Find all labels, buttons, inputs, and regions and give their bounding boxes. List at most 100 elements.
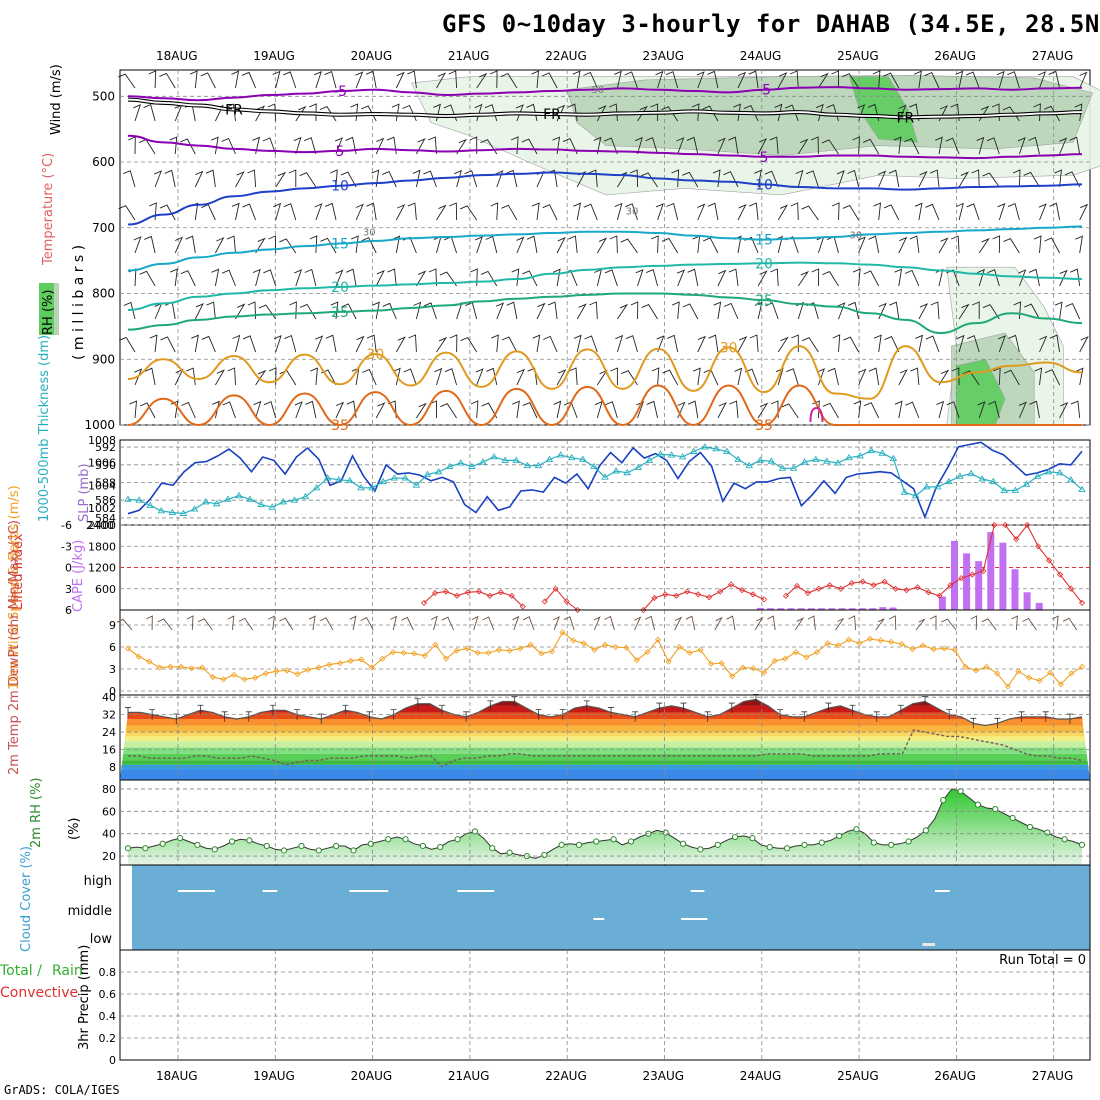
- wind-barb: [407, 70, 417, 89]
- wind-barb: [512, 400, 520, 419]
- li-point: [717, 588, 724, 595]
- rh-point: [471, 828, 479, 835]
- wind-barb: [139, 270, 156, 287]
- cape-bar: [858, 608, 866, 610]
- thickness-point: [146, 501, 154, 508]
- minmax-tick: [728, 702, 735, 714]
- thickness-point: [534, 461, 543, 469]
- wind10m-barb: [319, 617, 334, 631]
- wind-barb: [884, 336, 900, 353]
- contour-label: FR: [896, 110, 914, 126]
- thickness-tick: 592: [95, 441, 116, 454]
- wind-speed-point: [951, 646, 958, 653]
- thickness-point: [889, 454, 898, 462]
- temp-contour--5: [127, 86, 1083, 102]
- li-point: [563, 598, 570, 605]
- wind-barb: [625, 335, 638, 353]
- li-tick: 6: [65, 604, 72, 617]
- wind-speed-point: [983, 663, 990, 670]
- li-point: [464, 589, 471, 596]
- wind-barb: [436, 336, 448, 353]
- wind10m-barb: [835, 618, 844, 631]
- thickness-point: [933, 483, 942, 490]
- wind-speed-point: [400, 649, 407, 656]
- wind-speed-point: [273, 668, 280, 675]
- wind-barb: [572, 70, 581, 89]
- wind-barb: [734, 367, 743, 386]
- wind-barb: [201, 204, 216, 221]
- wind-barb: [945, 137, 960, 155]
- wind10m-barb: [875, 618, 885, 631]
- li-point: [760, 596, 768, 603]
- cloud-high-segment: [690, 890, 705, 892]
- thickness-point: [867, 446, 876, 454]
- thickness-point: [490, 452, 498, 460]
- wind-barb: [878, 302, 887, 320]
- wind-barb: [470, 268, 478, 287]
- wind-barb: [717, 137, 726, 155]
- wind-barb: [293, 136, 302, 155]
- wind-barb: [594, 268, 603, 287]
- minmax-tick: [221, 711, 228, 722]
- wind-barb: [822, 402, 839, 419]
- wind-speed-point: [760, 669, 768, 676]
- date-label-bottom: 19AUG: [253, 1069, 295, 1083]
- contour-label: FR: [543, 107, 561, 123]
- rh-point: [992, 805, 999, 813]
- wind-barb: [434, 367, 443, 386]
- wind-speed-point: [697, 646, 704, 653]
- wind-barb: [205, 169, 216, 188]
- minmax-tick: [197, 704, 204, 716]
- cape-tick: 2400: [88, 519, 116, 532]
- wind-speed-point: [686, 649, 693, 656]
- wind-barb: [552, 136, 561, 155]
- wind-barb: [789, 70, 799, 89]
- wind-barb: [996, 70, 1005, 89]
- li-point: [728, 581, 735, 588]
- cloud-middle-segment: [593, 918, 605, 920]
- rh-point: [679, 840, 687, 847]
- rh-point: [437, 844, 444, 851]
- wind-barb: [650, 103, 659, 121]
- wind-barb: [635, 136, 643, 155]
- wind-barb: [593, 136, 602, 155]
- wind-barb: [144, 367, 156, 386]
- wind-barb: [935, 136, 943, 155]
- wind-barb: [194, 302, 204, 320]
- wind-barb: [956, 334, 965, 353]
- temp-contour-15: [127, 225, 1083, 272]
- wind-barb: [687, 268, 699, 287]
- wind-barb: [914, 202, 923, 221]
- wind-barb: [283, 71, 297, 89]
- minmax-tick: [535, 709, 542, 720]
- wind-barb: [407, 202, 417, 221]
- wind-barb: [215, 237, 225, 254]
- wind-barb: [242, 335, 257, 353]
- wind-barb: [1070, 268, 1081, 287]
- temp2m-axis-label: 2m Temp 2m DewPt (6hr Min/Max) (°C): [7, 520, 22, 775]
- wind-barb: [847, 169, 860, 188]
- thickness-point: [689, 447, 698, 454]
- wind-speed-point: [803, 654, 810, 661]
- minmax-tick: [318, 713, 325, 724]
- date-label-top: 21AUG: [448, 49, 490, 63]
- wind-barb: [335, 401, 345, 419]
- temp-band: [120, 753, 1090, 761]
- wind-barb: [801, 205, 819, 221]
- wind-barb: [842, 73, 859, 89]
- rh-point: [124, 845, 132, 852]
- wind-barb: [641, 304, 658, 320]
- wind-barb: [263, 269, 277, 287]
- wind-barb: [469, 136, 478, 154]
- rh2m-axis-label: 2m RH (%): [29, 777, 44, 848]
- wind-barb: [371, 169, 380, 188]
- wind-barb: [314, 203, 323, 221]
- wind-speed-point: [792, 649, 799, 656]
- wind-barb: [491, 334, 499, 353]
- li-point: [1057, 571, 1064, 578]
- li-point: [793, 582, 800, 589]
- temp-band: [120, 725, 1090, 733]
- wind-speed-point: [442, 655, 450, 662]
- rh-legend-swatch-mid: [54, 283, 59, 335]
- wind-barb: [241, 71, 257, 89]
